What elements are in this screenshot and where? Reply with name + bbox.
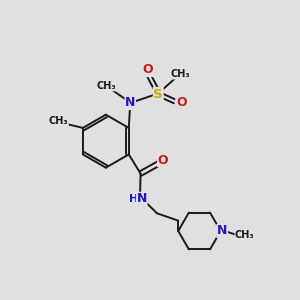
Text: S: S: [153, 88, 163, 100]
Text: O: O: [142, 63, 153, 76]
Text: CH₃: CH₃: [97, 81, 116, 91]
Text: CH₃: CH₃: [49, 116, 68, 126]
Text: CH₃: CH₃: [170, 69, 190, 79]
Text: O: O: [158, 154, 168, 166]
Text: N: N: [217, 224, 227, 238]
Text: N: N: [136, 192, 147, 206]
Text: N: N: [125, 96, 135, 110]
Text: O: O: [176, 96, 187, 110]
Text: CH₃: CH₃: [235, 230, 255, 240]
Text: H: H: [129, 194, 138, 204]
